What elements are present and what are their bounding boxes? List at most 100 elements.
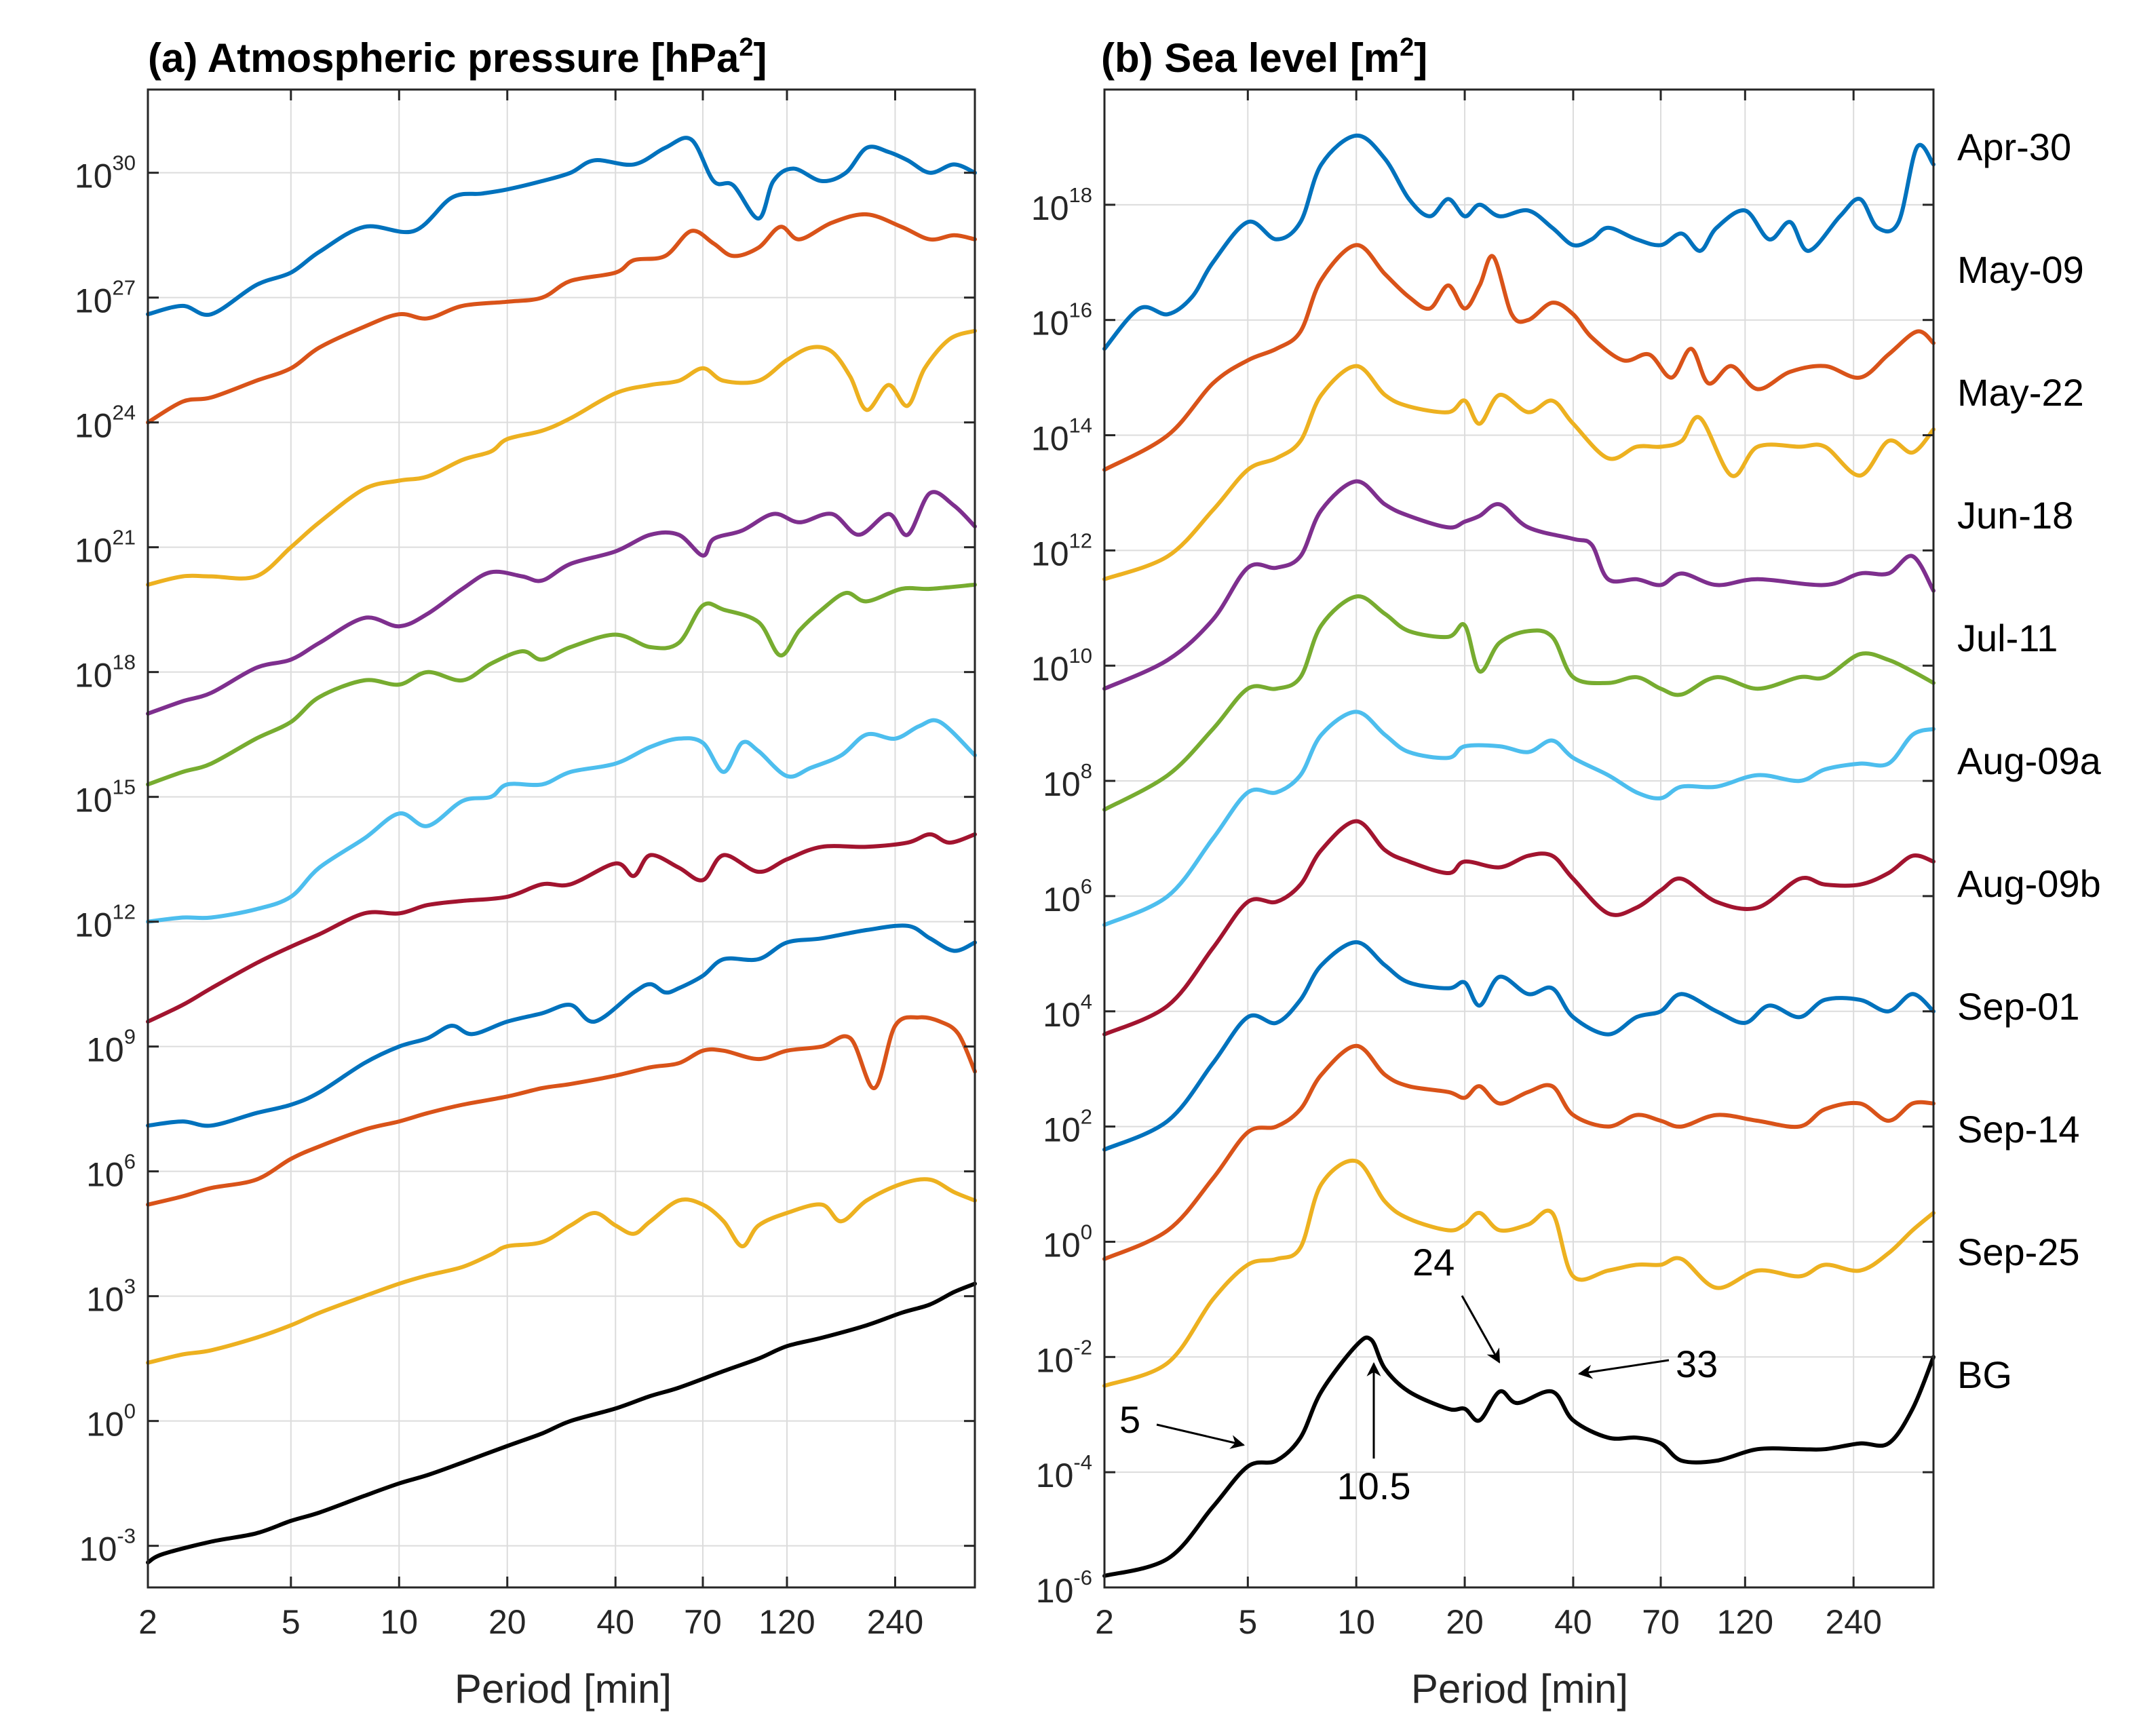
panel-b-sea-level: (b) Sea level [m2] Period [min] 2 5 10 20 40… xyxy=(1031,33,2102,1712)
panel-b-grid xyxy=(1104,90,1933,1588)
series-line-9 xyxy=(1102,1158,1936,1388)
panel-a-grid xyxy=(147,90,975,1587)
y-axis-ticks: 10-6 10-4 10-2 100 102 104 106 108 1010 1012 1014 1… xyxy=(1031,183,1933,1610)
panel-a-atmospheric-pressure: (a) Atmospheric pressure [hPa2] Period [… xyxy=(75,33,977,1712)
y-tick-label: 1024 xyxy=(75,401,136,445)
series-line-2 xyxy=(146,328,977,587)
series-line-1 xyxy=(146,212,977,425)
series-label-bg: BG xyxy=(1957,1353,2012,1396)
plot-frame xyxy=(1103,88,1935,1589)
y-tick-label: 10-6 xyxy=(1036,1566,1092,1610)
y-tick-label: 1027 xyxy=(75,276,136,320)
y-tick-label: 1010 xyxy=(1031,644,1092,688)
annotation-label-10-5: 10.5 xyxy=(1337,1465,1411,1507)
series-line-7 xyxy=(146,923,977,1128)
y-tick-label: 100 xyxy=(86,1400,136,1444)
x-tick-label: 70 xyxy=(684,1603,722,1641)
y-tick-label: 106 xyxy=(86,1150,136,1194)
series-line-3 xyxy=(1102,479,1936,691)
series-line-0 xyxy=(1102,133,1936,351)
series-line-10 xyxy=(146,1281,977,1565)
x-tick-label: 10 xyxy=(1337,1603,1375,1641)
x-tick-label: 5 xyxy=(282,1603,301,1641)
panel-b-title: (b) Sea level [m2] xyxy=(1101,33,1427,81)
peak-annotations: 5 10.5 24 33 xyxy=(1119,1241,1718,1507)
series-line-5 xyxy=(146,718,977,924)
x-axis-ticks: 2 5 10 20 40 70 120 240 xyxy=(138,90,923,1641)
y-tick-label: 10-2 xyxy=(1036,1335,1092,1379)
panel-a-title: (a) Atmospheric pressure [hPa2] xyxy=(148,33,767,81)
y-tick-label: 108 xyxy=(1043,759,1092,803)
y-tick-label: 1012 xyxy=(1031,528,1092,573)
annotation-label-24: 24 xyxy=(1412,1241,1455,1284)
x-tick-label: 70 xyxy=(1642,1603,1680,1641)
annotation-arrow-24 xyxy=(1461,1295,1501,1364)
x-tick-label: 10 xyxy=(380,1603,418,1641)
x-tick-label: 20 xyxy=(1446,1603,1484,1641)
y-tick-label: 1021 xyxy=(75,526,136,570)
y-tick-label: 1014 xyxy=(1031,414,1092,458)
y-tick-label: 1016 xyxy=(1031,298,1092,343)
annotation-arrow-5 xyxy=(1156,1423,1246,1449)
y-tick-label: 1018 xyxy=(75,651,136,695)
series-label-may-09: May-09 xyxy=(1957,248,2084,291)
x-tick-label: 2 xyxy=(138,1603,157,1641)
series-label-jun-18: Jun-18 xyxy=(1957,494,2073,537)
y-tick-label: 106 xyxy=(1043,874,1092,919)
x-tick-label: 2 xyxy=(1095,1603,1114,1641)
series-label-sep-01: Sep-01 xyxy=(1957,985,2080,1028)
x-tick-label: 40 xyxy=(1554,1603,1592,1641)
y-tick-label: 1015 xyxy=(75,775,136,819)
x-tick-label: 120 xyxy=(758,1603,815,1641)
series-line-6 xyxy=(146,832,977,1024)
y-tick-label: 104 xyxy=(1043,990,1092,1034)
series-line-3 xyxy=(146,490,977,716)
series-line-9 xyxy=(146,1177,977,1365)
series-line-6 xyxy=(1102,819,1936,1037)
series-line-8 xyxy=(146,1015,977,1207)
y-axis-ticks: 10-3 100 103 106 109 1012 1015 1018 1021 1024 1027… xyxy=(75,151,975,1568)
series-line-1 xyxy=(1102,243,1936,472)
series-line-4 xyxy=(146,582,977,787)
series-line-7 xyxy=(1102,940,1936,1152)
y-tick-label: 103 xyxy=(86,1275,136,1319)
y-tick-label: 1030 xyxy=(75,151,136,195)
y-tick-label: 1018 xyxy=(1031,183,1092,227)
panel-a-series xyxy=(146,136,977,1565)
x-tick-label: 120 xyxy=(1717,1603,1773,1641)
panel-b-series xyxy=(1102,133,1936,1578)
series-label-sep-25: Sep-25 xyxy=(1957,1231,2080,1273)
series-labels: Apr-30 May-09 May-22 Jun-18 Jul-11 Aug-09a Aug… xyxy=(1957,126,2102,1396)
x-tick-label: 240 xyxy=(867,1603,923,1641)
series-label-apr-30: Apr-30 xyxy=(1957,126,2071,168)
annotation-label-33: 33 xyxy=(1676,1343,1718,1385)
annotation-arrow-33 xyxy=(1577,1359,1670,1379)
series-label-sep-14: Sep-14 xyxy=(1957,1108,2080,1151)
plot-frame xyxy=(147,88,976,1589)
annotation-label-5: 5 xyxy=(1119,1398,1140,1441)
y-tick-label: 100 xyxy=(1043,1220,1092,1264)
y-tick-label: 10-3 xyxy=(79,1524,136,1568)
series-line-4 xyxy=(1102,594,1936,812)
x-tick-label: 40 xyxy=(596,1603,634,1641)
series-line-5 xyxy=(1102,710,1936,927)
series-label-aug-09a: Aug-09a xyxy=(1957,739,2102,782)
panel-a-x-axis-label: Period [min] xyxy=(455,1666,672,1712)
x-axis-ticks: 2 5 10 20 40 70 120 240 xyxy=(1095,90,1882,1641)
series-label-jul-11: Jul-11 xyxy=(1957,617,2058,659)
y-tick-label: 10-4 xyxy=(1036,1450,1092,1494)
x-tick-label: 20 xyxy=(488,1603,526,1641)
y-tick-label: 1012 xyxy=(75,900,136,944)
series-line-2 xyxy=(1102,364,1936,581)
x-tick-label: 240 xyxy=(1825,1603,1881,1641)
panel-b-x-axis-label: Period [min] xyxy=(1411,1666,1628,1712)
series-label-may-22: May-22 xyxy=(1957,371,2084,414)
y-tick-label: 109 xyxy=(86,1025,136,1069)
x-tick-label: 5 xyxy=(1238,1603,1257,1641)
series-line-0 xyxy=(146,136,977,317)
series-line-10 xyxy=(1102,1335,1936,1578)
series-line-8 xyxy=(1102,1043,1936,1261)
series-label-aug-09b: Aug-09b xyxy=(1957,862,2101,905)
y-tick-label: 102 xyxy=(1043,1105,1092,1149)
